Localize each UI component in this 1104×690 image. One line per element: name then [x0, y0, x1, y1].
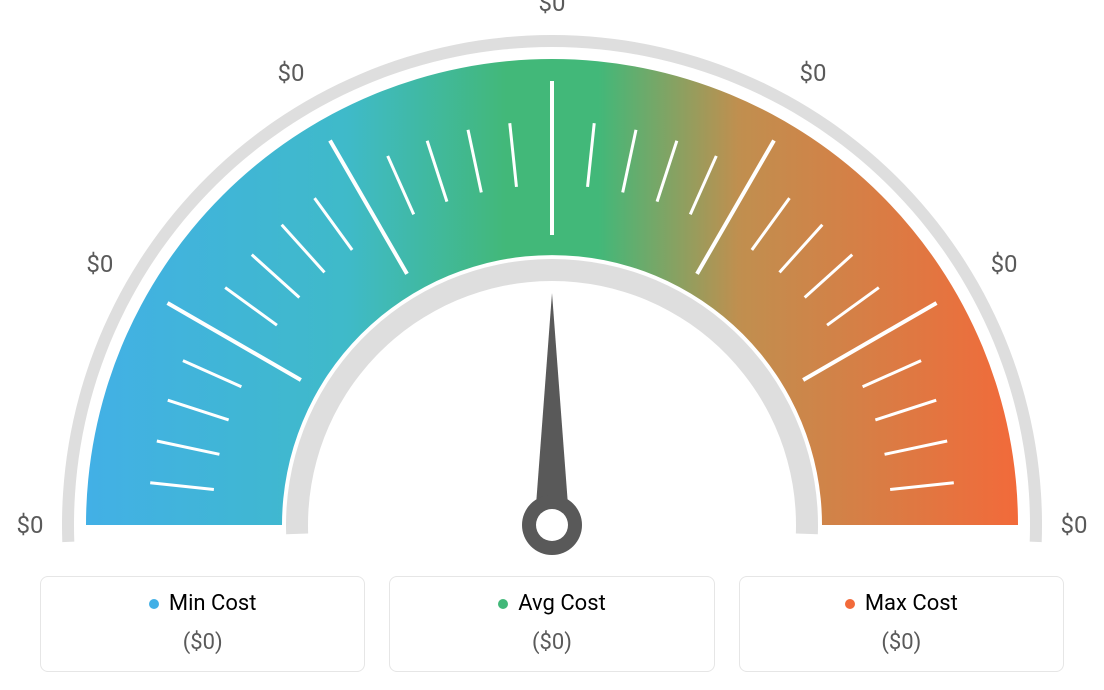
legend-title-min: Min Cost: [149, 591, 257, 616]
legend-label-avg: Avg Cost: [518, 591, 606, 616]
gauge-tick-label: $0: [86, 250, 113, 278]
gauge-svg: [0, 0, 1104, 560]
legend-card-avg: Avg Cost ($0): [389, 576, 714, 672]
gauge-area: $0 $0 $0 $0 $0 $0 $0: [0, 0, 1104, 560]
legend-card-max: Max Cost ($0): [739, 576, 1064, 672]
legend-title-max: Max Cost: [845, 591, 958, 616]
legend-label-min: Min Cost: [169, 591, 257, 616]
legend-value-avg: ($0): [390, 630, 713, 655]
gauge-tick-label: $0: [800, 59, 827, 87]
cost-gauge-chart: $0 $0 $0 $0 $0 $0 $0 Min Cost ($0) Avg Cost ($…: [0, 0, 1104, 690]
legend-dot-avg: [498, 599, 508, 609]
legend-row: Min Cost ($0) Avg Cost ($0) Max Cost ($0…: [40, 576, 1064, 672]
gauge-tick-label: $0: [991, 250, 1018, 278]
legend-value-min: ($0): [41, 630, 364, 655]
legend-value-max: ($0): [740, 630, 1063, 655]
gauge-tick-label: $0: [539, 0, 566, 17]
legend-title-avg: Avg Cost: [498, 591, 606, 616]
legend-label-max: Max Cost: [865, 591, 958, 616]
legend-dot-max: [845, 599, 855, 609]
gauge-tick-label: $0: [278, 59, 305, 87]
legend-dot-min: [149, 599, 159, 609]
gauge-tick-label: $0: [1061, 511, 1088, 539]
gauge-tick-label: $0: [17, 511, 44, 539]
legend-card-min: Min Cost ($0): [40, 576, 365, 672]
